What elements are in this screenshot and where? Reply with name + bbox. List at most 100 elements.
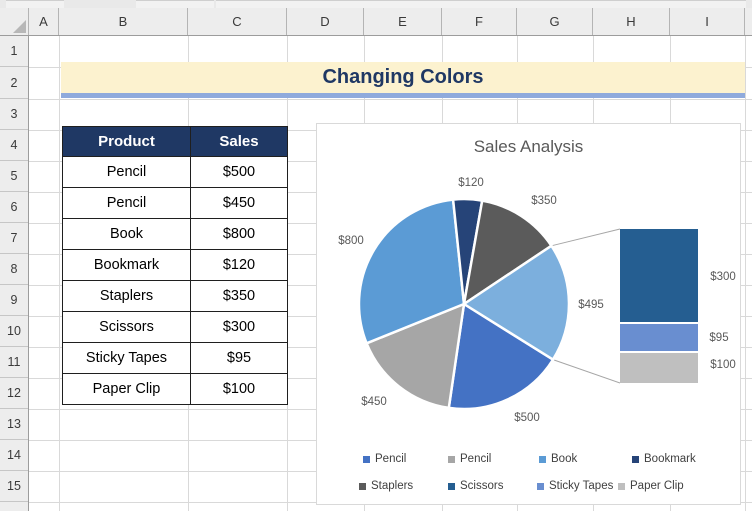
- column-header-g[interactable]: G: [517, 8, 593, 35]
- select-all-corner[interactable]: [0, 8, 29, 35]
- data-label-500: $500: [514, 412, 540, 424]
- sales-cell[interactable]: $120: [190, 249, 288, 281]
- product-cell[interactable]: Paper Clip: [62, 373, 191, 405]
- bar-of-pie-plot: $120 $350 $800 $495 $450 $500 $300 $95 $…: [338, 177, 736, 424]
- row-header-11[interactable]: 11: [0, 347, 28, 378]
- sheet-title-banner[interactable]: Changing Colors: [61, 62, 745, 98]
- legend-swatch-icon: [539, 455, 546, 463]
- data-label-350: $350: [531, 195, 557, 207]
- data-label-495: $495: [578, 299, 604, 311]
- data-label-800: $800: [338, 235, 364, 247]
- column-header-partial: [745, 8, 752, 35]
- sales-cell[interactable]: $800: [190, 218, 288, 250]
- legend-item-staplers[interactable]: Staplers: [359, 479, 413, 493]
- sales-column-header[interactable]: Sales: [190, 126, 288, 157]
- row-headers: 1 2 3 4 5 6 7 8 9 10 11 12 13 14 15: [0, 36, 29, 511]
- pie-slice-pencil-450[interactable]: [365, 302, 466, 410]
- formula-bar-edge: [0, 0, 752, 8]
- legend-swatch-icon: [448, 482, 455, 490]
- row-header-5[interactable]: 5: [0, 161, 28, 192]
- row-header-partial: [0, 502, 28, 511]
- legend-item-bookmark[interactable]: Bookmark: [632, 452, 696, 466]
- legend-item-book[interactable]: Book: [539, 452, 577, 466]
- sheet-title-text: Changing Colors: [322, 66, 484, 88]
- bar-segment-scissors-300[interactable]: [620, 229, 698, 322]
- row-header-4[interactable]: 4: [0, 130, 28, 161]
- data-label-450: $450: [361, 396, 387, 408]
- product-cell[interactable]: Pencil: [62, 156, 191, 188]
- connector-line-bottom: [552, 359, 621, 384]
- gridline-v: [59, 36, 60, 511]
- column-header-h[interactable]: H: [593, 8, 670, 35]
- row-header-1[interactable]: 1: [0, 36, 28, 67]
- legend-label: Sticky Tapes: [549, 480, 614, 492]
- row-header-12[interactable]: 12: [0, 378, 28, 409]
- product-cell[interactable]: Sticky Tapes: [62, 342, 191, 374]
- product-column-header[interactable]: Product: [62, 126, 191, 157]
- legend-item-scissors[interactable]: Scissors: [448, 479, 503, 493]
- pie-slice-pencil-500[interactable]: [447, 302, 555, 411]
- sales-analysis-chart[interactable]: Sales Analysis $120 $350 $800 $495 $450 …: [316, 123, 741, 505]
- sales-cell[interactable]: $300: [190, 311, 288, 343]
- row-header-10[interactable]: 10: [0, 316, 28, 347]
- gridline-h: [29, 99, 752, 100]
- row-header-9[interactable]: 9: [0, 285, 28, 316]
- connector-line-top: [551, 228, 621, 247]
- formula-input-edge: [216, 0, 746, 8]
- column-header-b[interactable]: B: [59, 8, 188, 35]
- legend-label: Book: [551, 453, 578, 465]
- legend-label: Paper Clip: [630, 480, 684, 492]
- column-header-d[interactable]: D: [287, 8, 364, 35]
- legend-item-pencil-2[interactable]: Pencil: [448, 452, 491, 466]
- row-header-6[interactable]: 6: [0, 192, 28, 223]
- row-header-14[interactable]: 14: [0, 440, 28, 471]
- legend-label: Pencil: [375, 453, 407, 465]
- sales-cell[interactable]: $350: [190, 280, 288, 312]
- bar-segment-sticky-tapes-95[interactable]: [620, 324, 698, 351]
- product-cell[interactable]: Scissors: [62, 311, 191, 343]
- legend-swatch-icon: [448, 455, 455, 463]
- gridline-v: [745, 36, 746, 511]
- chart-title[interactable]: Sales Analysis: [473, 137, 584, 156]
- product-sales-table: Product Sales Pencil $500 Pencil $450 Bo…: [62, 126, 288, 405]
- row-header-7[interactable]: 7: [0, 223, 28, 254]
- legend-item-pencil-1[interactable]: Pencil: [363, 452, 406, 466]
- sales-cell[interactable]: $500: [190, 156, 288, 188]
- legend-label: Scissors: [460, 480, 504, 492]
- column-header-c[interactable]: C: [188, 8, 287, 35]
- name-box-edge: [6, 0, 64, 8]
- column-header-i[interactable]: I: [670, 8, 745, 35]
- bar-segment-paper-clip-100[interactable]: [620, 353, 698, 383]
- legend-item-paper-clip[interactable]: Paper Clip: [618, 479, 684, 493]
- product-cell[interactable]: Staplers: [62, 280, 191, 312]
- row-header-2[interactable]: 2: [0, 67, 28, 99]
- legend-item-sticky-tapes[interactable]: Sticky Tapes: [537, 479, 613, 493]
- row-header-15[interactable]: 15: [0, 471, 28, 502]
- legend-label: Staplers: [371, 480, 414, 492]
- product-cell[interactable]: Pencil: [62, 187, 191, 219]
- row-header-8[interactable]: 8: [0, 254, 28, 285]
- product-cell[interactable]: Bookmark: [62, 249, 191, 281]
- table-row: Book $800: [62, 218, 288, 250]
- legend-swatch-icon: [618, 482, 625, 490]
- legend-swatch-icon: [359, 482, 366, 490]
- data-label-100: $100: [710, 359, 736, 371]
- pie-slice-staplers-350[interactable]: [462, 199, 553, 306]
- pie-slice-other-495[interactable]: [462, 244, 571, 361]
- pie-slice-book-800[interactable]: [357, 198, 466, 345]
- row-header-13[interactable]: 13: [0, 409, 28, 440]
- row-header-3[interactable]: 3: [0, 99, 28, 130]
- data-label-120: $120: [458, 177, 484, 189]
- data-label-300: $300: [710, 271, 736, 283]
- sales-cell[interactable]: $450: [190, 187, 288, 219]
- column-header-e[interactable]: E: [364, 8, 442, 35]
- column-header-f[interactable]: F: [442, 8, 517, 35]
- table-row: Pencil $450: [62, 187, 288, 219]
- sales-cell[interactable]: $100: [190, 373, 288, 405]
- column-header-a[interactable]: A: [29, 8, 59, 35]
- product-cell[interactable]: Book: [62, 218, 191, 250]
- legend-label: Pencil: [460, 453, 492, 465]
- table-row: Pencil $500: [62, 156, 288, 188]
- sales-cell[interactable]: $95: [190, 342, 288, 374]
